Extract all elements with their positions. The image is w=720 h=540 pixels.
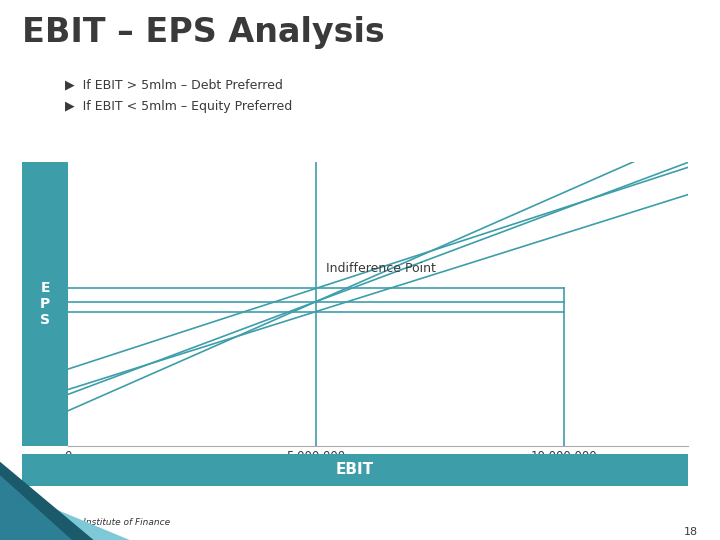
Text: ▶  If EBIT > 5mlm – Debt Preferred: ▶ If EBIT > 5mlm – Debt Preferred	[65, 78, 283, 91]
Text: Indifference Point: Indifference Point	[326, 262, 436, 275]
Text: EBIT: EBIT	[336, 462, 374, 477]
Text: 18: 18	[684, 527, 698, 537]
Text: Amsterdam Institute of Finance
October, 2014: Amsterdam Institute of Finance October, …	[29, 518, 171, 537]
Text: S: S	[40, 313, 50, 327]
Text: ▶  If EBIT < 5mlm – Equity Preferred: ▶ If EBIT < 5mlm – Equity Preferred	[65, 100, 292, 113]
Text: E: E	[40, 281, 50, 294]
Text: EBIT – EPS Analysis: EBIT – EPS Analysis	[22, 16, 384, 49]
Text: P: P	[40, 297, 50, 310]
